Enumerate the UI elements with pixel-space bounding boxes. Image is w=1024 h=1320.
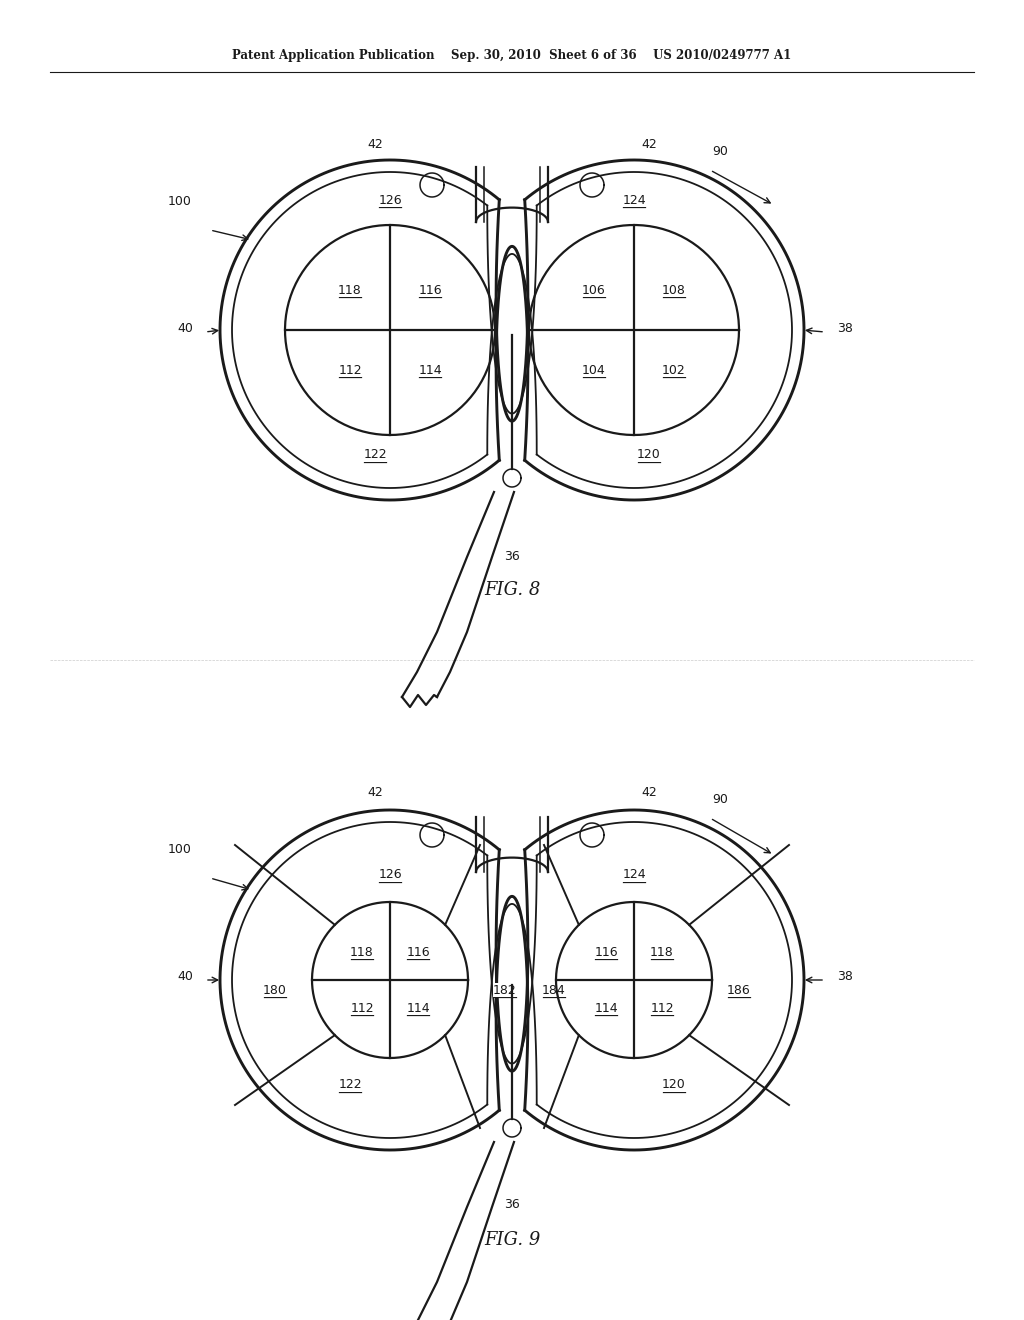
Text: 124: 124 bbox=[623, 194, 646, 206]
Text: FIG. 9: FIG. 9 bbox=[483, 1232, 541, 1249]
Text: 114: 114 bbox=[594, 1002, 617, 1015]
Text: 126: 126 bbox=[378, 194, 401, 206]
Text: 40: 40 bbox=[177, 322, 193, 335]
Text: 180: 180 bbox=[263, 983, 287, 997]
Text: 102: 102 bbox=[663, 363, 686, 376]
Text: 118: 118 bbox=[350, 945, 374, 958]
Text: 182: 182 bbox=[494, 983, 517, 997]
Text: 104: 104 bbox=[582, 363, 606, 376]
Text: 42: 42 bbox=[641, 139, 656, 150]
Text: 90: 90 bbox=[712, 793, 728, 807]
Text: 42: 42 bbox=[368, 785, 383, 799]
Text: 116: 116 bbox=[418, 284, 441, 297]
Text: FIG. 8: FIG. 8 bbox=[483, 581, 541, 599]
Text: 126: 126 bbox=[378, 869, 401, 882]
Text: 38: 38 bbox=[837, 970, 853, 983]
Text: 112: 112 bbox=[338, 363, 361, 376]
Text: 118: 118 bbox=[338, 284, 361, 297]
Text: 124: 124 bbox=[623, 869, 646, 882]
Text: 186: 186 bbox=[727, 983, 751, 997]
Text: 100: 100 bbox=[168, 195, 191, 209]
Text: 38: 38 bbox=[837, 322, 853, 335]
Text: 36: 36 bbox=[504, 1199, 520, 1210]
Text: 112: 112 bbox=[650, 1002, 674, 1015]
Text: 36: 36 bbox=[504, 550, 520, 564]
Text: 116: 116 bbox=[407, 945, 430, 958]
Text: 118: 118 bbox=[650, 945, 674, 958]
Text: 100: 100 bbox=[168, 843, 191, 855]
Text: 90: 90 bbox=[712, 145, 728, 158]
Text: 184: 184 bbox=[542, 983, 566, 997]
Text: 122: 122 bbox=[338, 1078, 361, 1092]
Text: 116: 116 bbox=[594, 945, 617, 958]
Text: 108: 108 bbox=[663, 284, 686, 297]
Text: 114: 114 bbox=[407, 1002, 430, 1015]
Text: 122: 122 bbox=[364, 449, 387, 462]
Text: 114: 114 bbox=[418, 363, 441, 376]
Text: 42: 42 bbox=[368, 139, 383, 150]
Text: 40: 40 bbox=[177, 970, 193, 983]
Text: Patent Application Publication    Sep. 30, 2010  Sheet 6 of 36    US 2010/024977: Patent Application Publication Sep. 30, … bbox=[232, 49, 792, 62]
Text: 112: 112 bbox=[350, 1002, 374, 1015]
Text: 120: 120 bbox=[663, 1078, 686, 1092]
Text: 106: 106 bbox=[582, 284, 606, 297]
Text: 120: 120 bbox=[637, 449, 660, 462]
Text: 42: 42 bbox=[641, 785, 656, 799]
